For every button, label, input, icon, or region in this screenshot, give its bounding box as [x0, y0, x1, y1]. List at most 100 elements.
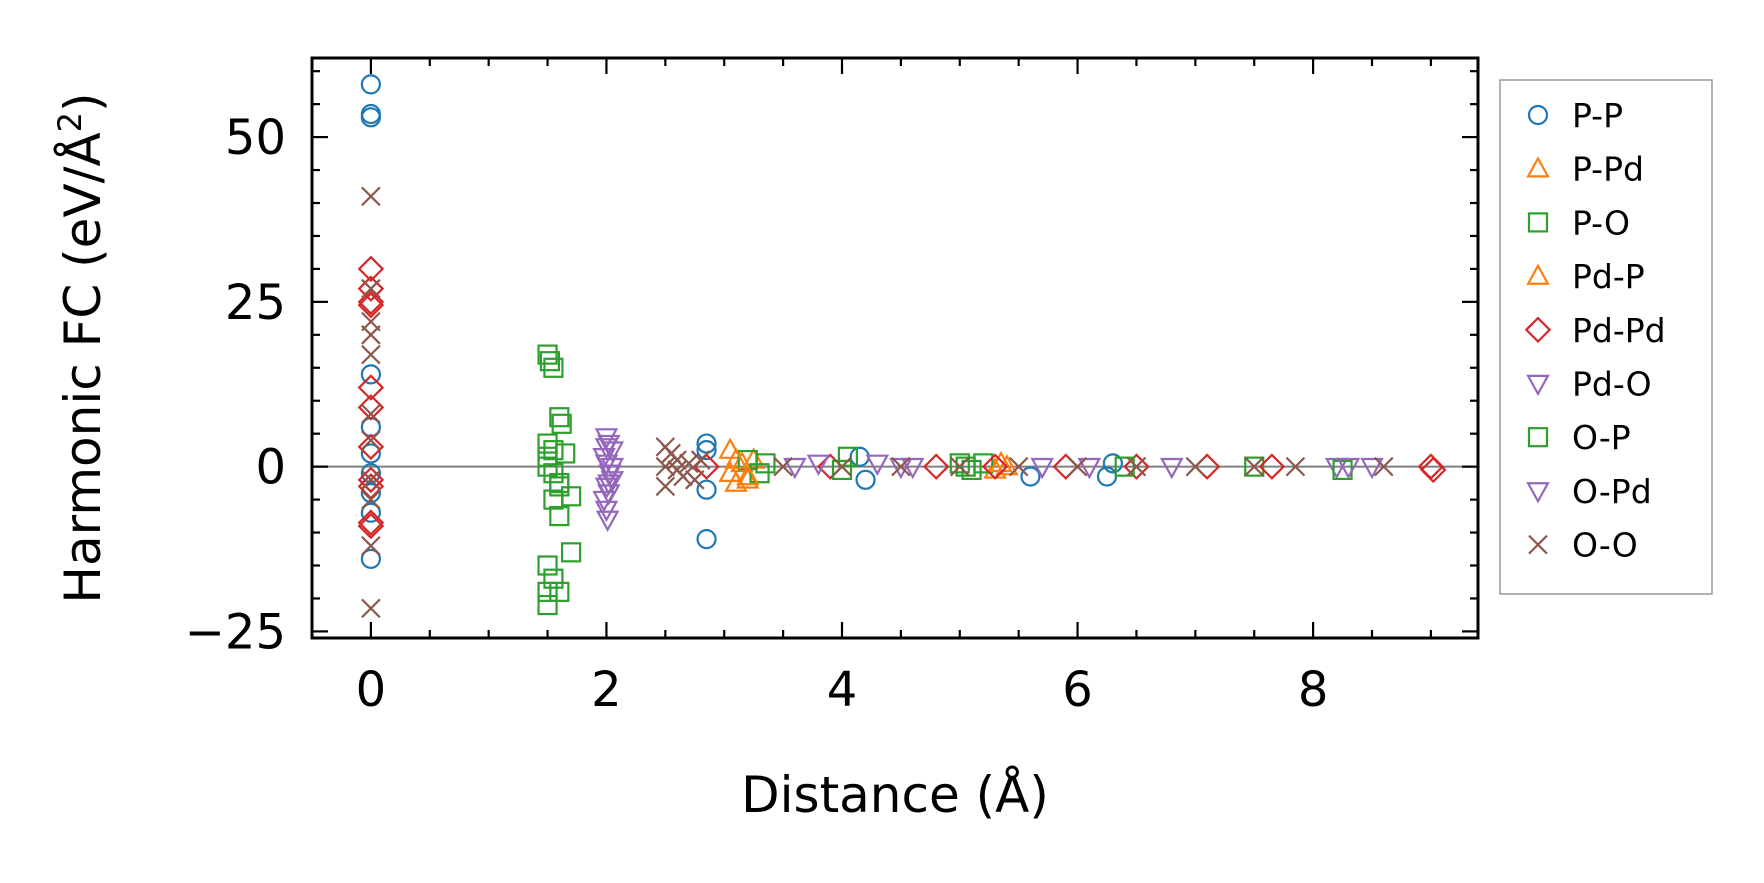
data-point-P-P — [696, 433, 717, 454]
data-point-P-O — [755, 453, 776, 474]
data-point-O-O — [1126, 456, 1147, 477]
legend-marker — [1527, 212, 1549, 233]
data-point-Pd-Pd — [922, 453, 950, 480]
data-point-Pd-P — [736, 463, 760, 486]
data-point-O-O — [1008, 456, 1029, 477]
y-tick-label: 0 — [255, 440, 286, 496]
legend: P-P P-Pd P-O Pd-P Pd-Pd Pd-O O-P O-Pd O-O — [1499, 79, 1713, 595]
data-point-P-P — [1102, 453, 1123, 474]
series-O-Pd — [594, 438, 1361, 496]
legend-marker — [1526, 482, 1550, 504]
data-point-O-O — [361, 430, 381, 451]
data-point-P-O — [1244, 456, 1265, 477]
data-point-P-O — [551, 413, 572, 434]
data-point-O-P — [549, 476, 570, 497]
data-point-P-O — [539, 351, 561, 372]
data-point-O-Pd — [900, 457, 925, 480]
data-point-P-P — [360, 443, 381, 464]
data-point-Pd-Pd — [357, 275, 385, 302]
data-point-O-P — [955, 456, 976, 477]
legend-label: Pd-O — [1572, 365, 1652, 404]
data-point-O-O — [667, 450, 687, 470]
data-point-O-Pd — [600, 457, 625, 480]
data-point-P-P — [855, 469, 876, 490]
data-point-Pd-O — [889, 457, 913, 480]
data-point-O-O — [773, 456, 793, 477]
data-point-P-P — [360, 364, 381, 385]
data-point-O-O — [950, 456, 970, 477]
data-point-P-O — [537, 594, 558, 616]
data-point-O-O — [361, 489, 381, 510]
data-point-P-Pd — [995, 454, 1019, 476]
data-point-Pd-Pd — [357, 291, 385, 319]
data-point-Pd-Pd — [1258, 453, 1286, 480]
data-point-O-P — [831, 459, 853, 481]
data-point-P-P — [360, 482, 381, 504]
data-point-Pd-O — [1360, 457, 1384, 480]
data-point-P-P — [849, 446, 870, 467]
legend-label: P-Pd — [1572, 150, 1644, 189]
data-point-O-O — [1185, 456, 1206, 477]
data-point-O-O — [1285, 456, 1306, 477]
x-tick-label: 2 — [591, 662, 622, 718]
data-point-O-O — [361, 535, 381, 556]
data-point-P-O — [537, 581, 558, 602]
data-point-O-O — [361, 470, 381, 490]
legend-marker — [1527, 427, 1549, 448]
data-point-P-Pd — [736, 467, 760, 489]
legend-label: Pd-P — [1572, 257, 1645, 296]
data-point-P-P — [696, 440, 717, 461]
data-point-Pd-Pd — [357, 394, 385, 421]
data-point-P-O — [543, 357, 564, 378]
data-point-Pd-O — [600, 441, 625, 463]
data-point-Pd-O — [1324, 457, 1349, 480]
data-point-O-O — [361, 404, 381, 424]
legend-marker — [1528, 534, 1548, 555]
legend-marker — [1526, 156, 1550, 178]
y-tick-label: 50 — [225, 110, 286, 166]
data-point-O-P — [1114, 456, 1135, 477]
data-point-Pd-Pd — [981, 453, 1009, 480]
data-point-Pd-O — [1077, 457, 1102, 480]
data-point-Pd-Pd — [357, 433, 385, 461]
data-point-Pd-Pd — [357, 374, 385, 401]
data-point-P-O — [949, 453, 970, 474]
data-point-Pd-Pd — [357, 255, 385, 283]
data-point-P-Pd — [718, 437, 742, 459]
data-point-Pd-Pd — [1419, 456, 1447, 484]
legend-label: O-P — [1572, 418, 1631, 457]
legend-label: P-P — [1572, 96, 1623, 135]
legend-label: O-O — [1572, 526, 1638, 565]
data-point-P-P — [360, 548, 381, 570]
data-point-P-O — [543, 440, 564, 461]
data-point-P-O — [543, 568, 564, 589]
data-point-Pd-P — [724, 447, 748, 469]
legend-frame — [1499, 79, 1713, 595]
data-point-O-O — [361, 598, 381, 619]
data-point-Pd-O — [865, 454, 890, 476]
y-tick-label: −25 — [185, 604, 286, 660]
data-point-O-O — [361, 325, 381, 345]
data-point-P-P — [360, 463, 381, 484]
data-point-O-O — [361, 344, 381, 365]
data-point-O-O — [1244, 456, 1264, 477]
legend-label: O-Pd — [1572, 472, 1652, 511]
data-point-P-O — [537, 555, 558, 576]
series-P-O — [537, 344, 1265, 616]
data-point-Pd-O — [595, 510, 620, 532]
data-point-O-Pd — [806, 454, 831, 476]
legend-marker — [1527, 104, 1549, 126]
data-point-Pd-O — [783, 457, 807, 480]
data-point-Pd-O — [600, 471, 625, 493]
data-point-Pd-O — [1030, 457, 1054, 480]
x-tick-label: 8 — [1298, 662, 1329, 718]
data-points-layer — [357, 74, 1447, 619]
data-point-P-Pd — [741, 447, 766, 469]
plot-area-frame — [310, 56, 1480, 640]
x-axis-label: Distance (Å) — [741, 766, 1049, 824]
data-point-O-O — [655, 476, 676, 497]
data-point-O-P — [543, 463, 564, 484]
data-point-O-O — [685, 470, 705, 490]
data-point-P-O — [561, 542, 582, 563]
